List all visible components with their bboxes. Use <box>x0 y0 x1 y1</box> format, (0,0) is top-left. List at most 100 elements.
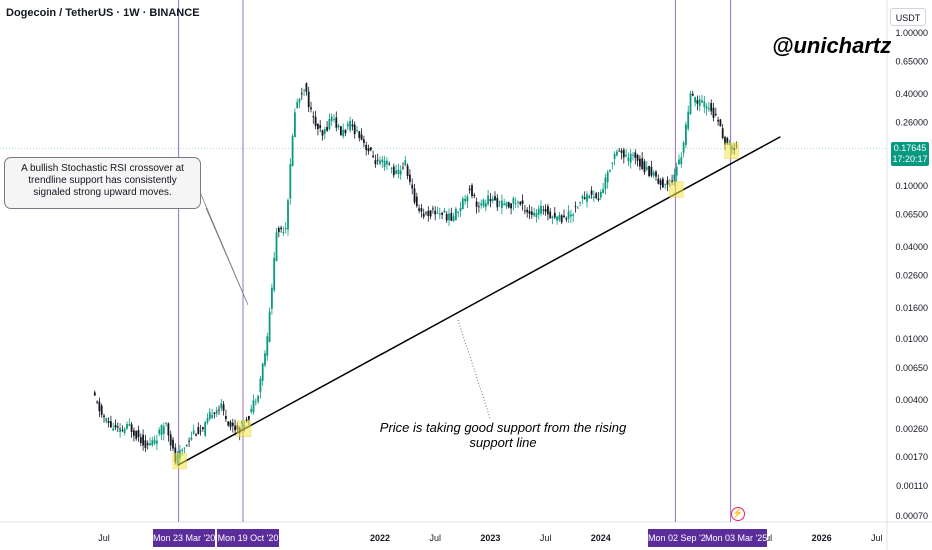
currency-label[interactable]: USDT <box>890 8 926 26</box>
y-tick-label-0: 1.00000 <box>895 28 928 38</box>
candle-body <box>98 401 101 412</box>
candle-body <box>225 416 227 420</box>
candle-body <box>434 210 437 215</box>
candle-body <box>356 130 358 131</box>
candle-body <box>482 199 485 207</box>
y-tick-label-14: 0.00170 <box>895 452 928 462</box>
candle-body <box>547 206 549 215</box>
candle-body <box>146 443 149 445</box>
date-tag-oct-2020: Mon 19 Oct '20 <box>217 529 279 547</box>
y-tick-label-6: 0.06500 <box>895 210 928 220</box>
candle-body <box>307 91 310 108</box>
candle-body <box>326 127 328 131</box>
date-tag-mar-2020: Mon 23 Mar '20 <box>153 529 215 547</box>
candle-body <box>133 430 135 436</box>
candle-body <box>259 378 262 393</box>
candle-body <box>712 107 715 118</box>
candle-body <box>694 97 696 103</box>
candle-body <box>572 214 575 216</box>
candle-body <box>353 124 356 135</box>
candle-body <box>374 160 377 165</box>
candle-body <box>691 93 694 96</box>
candle-body <box>296 101 299 109</box>
candle-body <box>606 171 609 183</box>
candle-body <box>714 113 717 116</box>
candle-body <box>680 157 683 165</box>
candle-body <box>344 129 347 134</box>
candle-body <box>484 203 487 208</box>
candle-body <box>386 160 388 165</box>
candle-body <box>151 440 154 446</box>
candle-body <box>487 195 489 205</box>
candle-body <box>248 415 250 420</box>
y-tick-label-3: 0.26000 <box>895 118 928 128</box>
candle-body <box>639 158 641 167</box>
candle-body <box>206 418 209 423</box>
y-tick-label-12: 0.00400 <box>895 395 928 405</box>
candle-body <box>544 209 547 212</box>
candle-body <box>402 167 404 169</box>
candle-body <box>636 154 639 161</box>
candle-body <box>489 198 492 202</box>
candle-body <box>291 136 294 167</box>
candle-body <box>641 158 644 169</box>
support-note[interactable]: Price is taking good support from the ri… <box>379 420 627 450</box>
note-connector <box>457 319 491 419</box>
candle-body <box>478 206 480 208</box>
candle-body <box>404 160 407 166</box>
candle-body <box>310 107 312 110</box>
candle-body <box>634 152 637 158</box>
candle-body <box>494 196 496 201</box>
candle-body <box>560 215 563 223</box>
candle-body <box>466 196 469 202</box>
candle-body <box>613 153 616 159</box>
candle-body <box>227 421 230 426</box>
candle-body <box>192 430 195 434</box>
candle-body <box>158 429 161 434</box>
flash-icon[interactable]: ⚡ <box>731 507 745 521</box>
candle-body <box>397 169 400 175</box>
candle-body <box>172 439 174 449</box>
candle-body <box>415 196 418 207</box>
candle-body <box>593 196 595 199</box>
candle-body <box>383 160 386 168</box>
candle-body <box>116 426 119 428</box>
candle-body <box>107 421 110 424</box>
candle-body <box>503 203 506 206</box>
y-tick-label-16: 0.00070 <box>895 511 928 521</box>
candle-body <box>271 287 273 309</box>
candle-body <box>335 117 338 128</box>
candle-body <box>703 101 706 108</box>
candle-body <box>294 112 296 137</box>
candle-body <box>443 210 446 213</box>
stoch-rsi-callout[interactable]: A bullish Stochastic RSI crossover at tr… <box>4 157 201 209</box>
candle-body <box>204 422 207 436</box>
candle-body <box>266 336 269 356</box>
candle-body <box>643 161 646 173</box>
candle-body <box>558 214 561 220</box>
candle-body <box>551 216 554 218</box>
candle-body <box>599 191 602 198</box>
candle-body <box>708 108 710 110</box>
candle-body <box>406 165 409 176</box>
candle-body <box>250 408 253 412</box>
candle-body <box>597 198 600 200</box>
candle-body <box>376 159 379 161</box>
candle-body <box>298 98 301 103</box>
candle-body <box>340 126 342 136</box>
candle-body <box>524 210 526 212</box>
candle-body <box>202 427 204 430</box>
candle-body <box>618 150 621 152</box>
candle-body <box>611 163 614 164</box>
candle-body <box>650 166 653 176</box>
candle-body <box>726 138 729 144</box>
candle-body <box>657 178 660 184</box>
symbol-title[interactable]: Dogecoin / TetherUS · 1W · BINANCE <box>6 7 200 19</box>
candle-body <box>208 411 211 419</box>
candle-body <box>330 116 333 121</box>
candle-body <box>678 159 680 165</box>
touch-point-2 <box>669 181 684 198</box>
candle-body <box>609 169 611 172</box>
candle-body <box>556 216 558 221</box>
